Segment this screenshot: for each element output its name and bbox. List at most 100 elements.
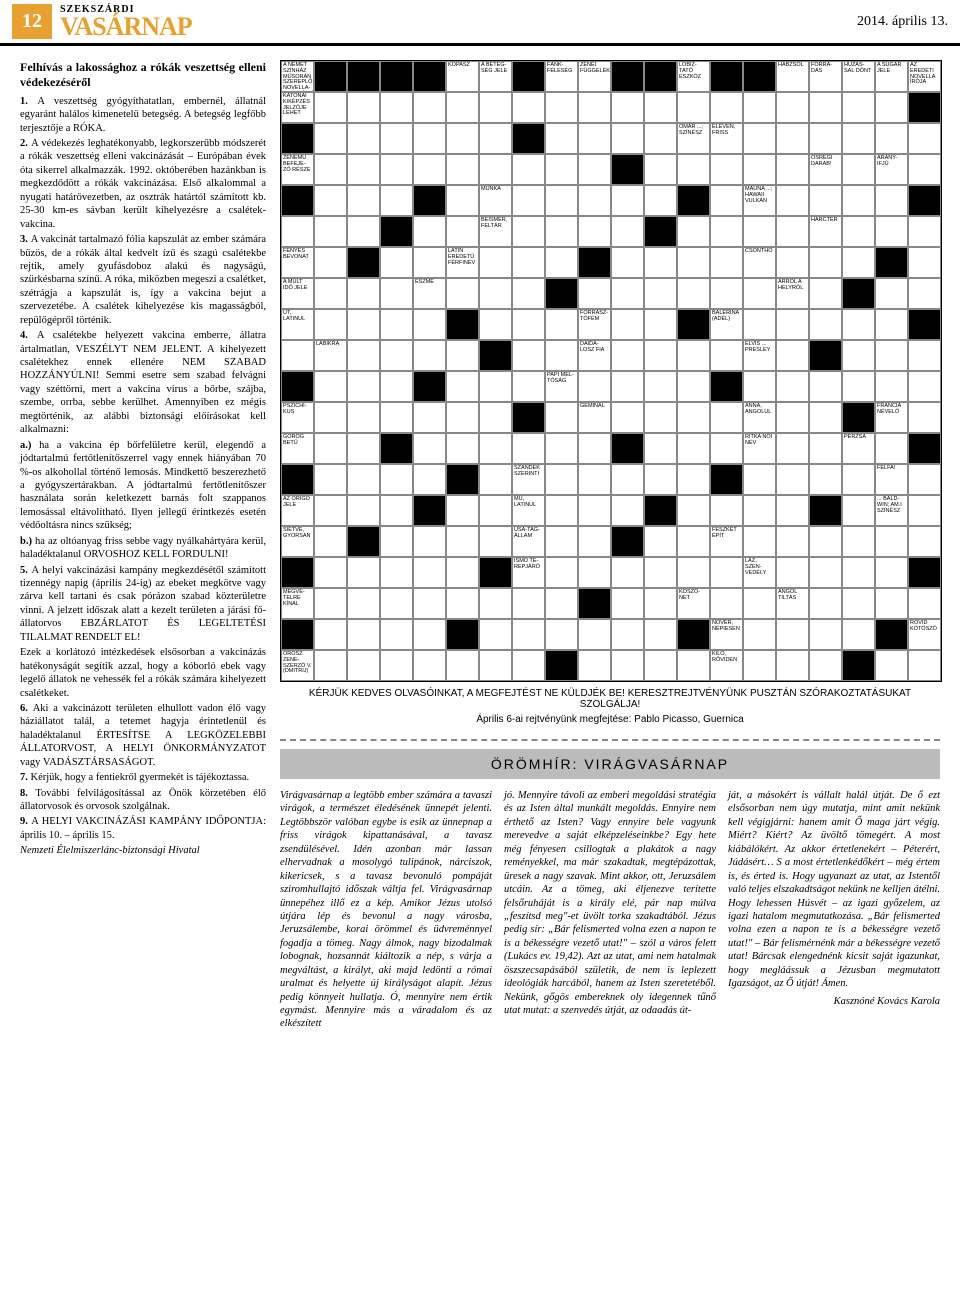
- crossword-empty-cell: [611, 216, 644, 247]
- oromhir-col1: Virágvasárnap a legtöbb ember számára a …: [280, 789, 492, 1031]
- crossword-empty-cell: [446, 185, 479, 216]
- crossword-empty-cell: [578, 433, 611, 464]
- crossword-black-cell: [710, 61, 743, 92]
- crossword-clue-cell: MEGVÉ-TELRE KÍNÁL: [281, 588, 314, 619]
- crossword-clue-cell: ESZME: [413, 278, 446, 309]
- crossword-clue-cell: FÉLFA!: [875, 464, 908, 495]
- crossword-empty-cell: [743, 588, 776, 619]
- crossword-empty-cell: [545, 216, 578, 247]
- crossword-empty-cell: [908, 588, 941, 619]
- crossword-answer: Április 6-ai rejtvényünk megfejtése: Pab…: [280, 714, 940, 725]
- crossword-black-cell: [677, 185, 710, 216]
- notice-item-number: 6.: [20, 703, 33, 714]
- crossword-clue-cell: MUNKA: [479, 185, 512, 216]
- crossword-empty-cell: [413, 464, 446, 495]
- crossword-empty-cell: [479, 619, 512, 650]
- crossword-empty-cell: [677, 650, 710, 681]
- crossword-empty-cell: [281, 216, 314, 247]
- crossword-empty-cell: [413, 557, 446, 588]
- crossword-empty-cell: [677, 495, 710, 526]
- crossword-empty-cell: [314, 247, 347, 278]
- crossword-empty-cell: [446, 402, 479, 433]
- crossword-empty-cell: [347, 588, 380, 619]
- crossword-empty-cell: [809, 557, 842, 588]
- crossword-empty-cell: [743, 619, 776, 650]
- crossword-empty-cell: [710, 402, 743, 433]
- crossword-empty-cell: [875, 526, 908, 557]
- crossword-empty-cell: [644, 185, 677, 216]
- crossword-empty-cell: [677, 464, 710, 495]
- crossword-black-cell: [809, 340, 842, 371]
- crossword-empty-cell: [512, 92, 545, 123]
- notice-item-text: ha az oltóanyag friss sebbe vagy nyálkah…: [20, 536, 266, 560]
- crossword-clue-cell: SZÁNDÉK SZERINTI: [512, 464, 545, 495]
- crossword-empty-cell: [314, 278, 347, 309]
- crossword-clue-cell: ARANY-IFJÚ: [875, 154, 908, 185]
- crossword-empty-cell: [479, 526, 512, 557]
- crossword-clue-cell: MŰ, LATINUL: [512, 495, 545, 526]
- crossword-black-cell: [710, 371, 743, 402]
- crossword-clue-cell: RITKA NŐI NÉV: [743, 433, 776, 464]
- crossword-empty-cell: [347, 185, 380, 216]
- oromhir-col3-wrap: ját, a másokért is vállalt halál útját. …: [728, 789, 940, 1031]
- crossword-black-cell: [908, 92, 941, 123]
- crossword-empty-cell: [545, 123, 578, 154]
- crossword-empty-cell: [380, 464, 413, 495]
- crossword-empty-cell: [809, 92, 842, 123]
- crossword-empty-cell: [875, 185, 908, 216]
- crossword-empty-cell: [908, 154, 941, 185]
- crossword-empty-cell: [380, 278, 413, 309]
- crossword-empty-cell: [314, 309, 347, 340]
- crossword-empty-cell: [545, 154, 578, 185]
- crossword-black-cell: [281, 371, 314, 402]
- crossword-clue-cell: MAUNA ...; HAWAII VULKÁN: [743, 185, 776, 216]
- crossword-empty-cell: [644, 588, 677, 619]
- crossword-empty-cell: [743, 123, 776, 154]
- crossword-empty-cell: [776, 526, 809, 557]
- crossword-empty-cell: [314, 557, 347, 588]
- crossword-empty-cell: [545, 464, 578, 495]
- crossword-clue-cell: AZ ORIGÓ JELE: [281, 495, 314, 526]
- crossword-grid: A NÉMET SZÍNHÁZ MŰSORÁN SZEREPLŐ NOVELLA…: [280, 60, 942, 682]
- crossword-empty-cell: [842, 154, 875, 185]
- crossword-empty-cell: [875, 309, 908, 340]
- crossword-black-cell: [281, 557, 314, 588]
- oromhir-body: Virágvasárnap a legtöbb ember számára a …: [280, 789, 940, 1031]
- crossword-empty-cell: [644, 154, 677, 185]
- crossword-empty-cell: [545, 588, 578, 619]
- crossword-empty-cell: [446, 495, 479, 526]
- crossword-black-cell: [446, 309, 479, 340]
- notice-item: 1. A veszettség gyógyíthatatlan, emberné…: [20, 95, 266, 135]
- crossword-black-cell: [644, 216, 677, 247]
- crossword-empty-cell: [875, 92, 908, 123]
- crossword-clue-cell: KILO, RÖVIDEN: [710, 650, 743, 681]
- crossword-empty-cell: [314, 433, 347, 464]
- crossword-empty-cell: [776, 216, 809, 247]
- crossword-clue-cell: A NÉMET SZÍNHÁZ MŰSORÁN SZEREPLŐ NOVELLA…: [281, 61, 314, 92]
- crossword-empty-cell: [347, 495, 380, 526]
- crossword-empty-cell: [380, 526, 413, 557]
- crossword-empty-cell: [809, 650, 842, 681]
- crossword-black-cell: [413, 495, 446, 526]
- issue-date: 2014. április 13.: [857, 14, 948, 30]
- crossword-clue-cell: ZENEI FÜGGELÉK: [578, 61, 611, 92]
- crossword-empty-cell: [446, 278, 479, 309]
- crossword-black-cell: [908, 557, 941, 588]
- crossword-empty-cell: [545, 402, 578, 433]
- crossword-empty-cell: [578, 216, 611, 247]
- crossword-clue-cell: ANGOL TILTÁS: [776, 588, 809, 619]
- crossword-empty-cell: [908, 216, 941, 247]
- crossword-empty-cell: [545, 185, 578, 216]
- crossword-black-cell: [512, 402, 545, 433]
- crossword-black-cell: [644, 495, 677, 526]
- crossword-empty-cell: [611, 278, 644, 309]
- crossword-empty-cell: [446, 154, 479, 185]
- crossword-empty-cell: [281, 340, 314, 371]
- crossword-empty-cell: [677, 92, 710, 123]
- crossword-empty-cell: [644, 92, 677, 123]
- crossword-empty-cell: [479, 247, 512, 278]
- crossword-empty-cell: [512, 588, 545, 619]
- crossword-empty-cell: [743, 371, 776, 402]
- notice-item: 4. A csalétekbe helyezett vakcina emberr…: [20, 329, 266, 437]
- crossword-empty-cell: [743, 92, 776, 123]
